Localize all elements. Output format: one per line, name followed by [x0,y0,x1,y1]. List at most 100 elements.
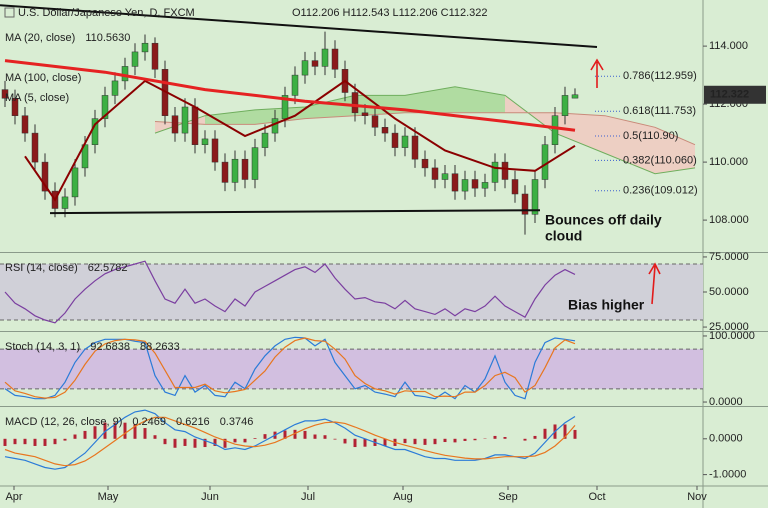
y-tick-label: 0.0000 [709,433,743,445]
candle-body [381,127,389,134]
legend-label: MACD (12, 26, close, 9) [5,416,122,428]
histogram-bar [163,438,167,445]
ohlc-label: O112.206 H112.543 L112.206 C112.322 [292,7,488,19]
cloud-segment [255,107,305,125]
histogram-bar [313,434,317,439]
cloud-span-a [154,86,696,175]
y-tick-label: 50.0000 [709,286,749,298]
y-tick-label: 114.000 [709,40,748,52]
histogram-bar [383,438,387,446]
y-tick-label: 75.0000 [709,251,749,263]
histogram-bar [133,424,137,439]
candle-body [351,92,359,114]
cloud-segment [305,95,355,119]
candle-body [311,60,319,67]
candle-body [391,132,399,148]
fib-label: 0.236(109.012) [623,185,698,197]
candle-body [301,60,309,76]
legend-label: MA (20, close) [5,32,75,44]
histogram-bar [233,438,237,443]
histogram-bar [243,438,247,443]
candle-body [271,118,279,134]
arrow-up [590,58,604,88]
x-tick-label: Nov [687,491,707,503]
annotation: Bounces off daily [545,212,662,228]
histogram-bar [453,438,457,443]
histogram-bar [13,438,17,445]
histogram-bar [343,438,347,444]
histogram-bar [323,435,327,439]
fib-label: 0.786(112.959) [623,70,697,82]
histogram-bar [203,438,207,448]
candle-body [111,80,119,96]
candle-body [211,138,219,163]
candle-body [551,115,559,145]
y-tick-label: 100.0000 [709,330,755,342]
candle-body [251,147,259,180]
y-tick-label: -1.0000 [709,469,746,481]
histogram-bar [283,430,287,439]
indicator-line [4,260,576,324]
moving-average [4,59,576,132]
legend-label: 0.2469 [132,416,166,428]
legend-label: 0.3746 [220,416,254,428]
histogram-bar [143,428,147,439]
legend-label: MA (5, close) [5,92,69,104]
candle-body [291,74,299,96]
fib-label: 0.618(111.753) [623,105,696,117]
candle-body [201,138,209,145]
candle-body [261,132,269,148]
candle-body [71,167,79,198]
fib-label: 0.382(110.060) [623,154,697,166]
x-tick-label: Jun [201,491,219,503]
histogram-bar [3,438,7,446]
candle-body [31,132,39,163]
candle-body [141,42,149,53]
fib-label: 0.5(110.90) [623,130,678,142]
x-tick-label: Sep [498,491,518,503]
candle-body [1,89,9,99]
candle-body [331,48,339,70]
candle-body [41,161,49,192]
histogram-bar [303,430,307,439]
y-tick-label: 25.0000 [709,321,749,333]
histogram-bar [193,438,197,448]
candle-body [571,94,579,99]
histogram-bar [403,438,407,444]
trend-line [0,4,598,48]
histogram-bar [523,438,527,441]
legend-label: Stoch (14, 3, 1) [5,341,80,353]
trend-line [49,209,541,215]
legend-label: RSI (14, close) [5,262,78,274]
histogram-bar [263,434,267,439]
candle-body [511,179,519,195]
candle-body [401,135,409,148]
histogram-bar [213,438,217,446]
histogram-bar [53,438,57,445]
candle-body [471,179,479,189]
legend-label: MA (100, close) [5,72,81,84]
x-tick-label: Apr [5,491,22,503]
candle-body [231,158,239,183]
last-price-label: 112.322 [710,89,749,101]
candle-body [431,167,439,180]
cloud-segment [555,112,605,154]
candle-body [361,112,369,116]
y-tick-label: 110.000 [709,156,748,168]
indicator-line [4,337,576,399]
cloud-segment [605,115,655,174]
annotation: Bias higher [568,297,645,313]
candle-body [101,95,109,119]
moving-average [24,79,576,202]
x-tick-label: Jul [301,491,315,503]
legend-label: 88.2633 [140,341,180,353]
histogram-bar [183,438,187,446]
candle-body [191,106,199,145]
histogram-bar [103,422,107,439]
candle-body [501,161,509,180]
legend-label: 62.5782 [88,262,128,274]
symbol-icon [4,7,15,18]
candle-body [131,51,139,67]
